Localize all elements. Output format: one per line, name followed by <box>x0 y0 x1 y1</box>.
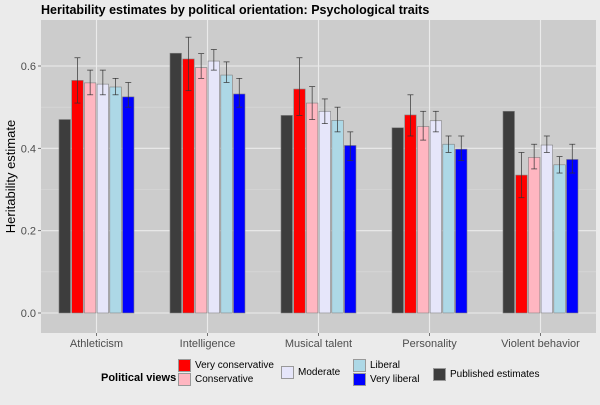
x-tick-label-musical-talent: Musical talent <box>285 338 352 350</box>
bar-moderate-athleticism <box>96 83 109 314</box>
bar-very-conservative-personality <box>404 114 417 314</box>
bar-very-liberal-violent-behavior <box>566 159 579 314</box>
legend-item-conservative: Conservative <box>178 373 253 386</box>
bar-conservative-personality <box>417 126 430 314</box>
bar-very-liberal-athleticism <box>122 96 135 314</box>
x-tick-label-personality: Personality <box>402 338 457 350</box>
y-tick-label: 0.6 <box>21 61 36 73</box>
bar-very-liberal-musical-talent <box>344 145 357 314</box>
legend-item-published-estimates: Published estimates <box>433 368 540 381</box>
bar-liberal-musical-talent <box>331 120 344 314</box>
bar-very-liberal-personality <box>455 148 468 314</box>
chart-title: Heritability estimates by political orie… <box>41 3 430 17</box>
legend-item-very-conservative: Very conservative <box>178 359 274 372</box>
bar-moderate-violent-behavior <box>540 144 553 314</box>
legend-swatch-very-conservative <box>178 359 191 372</box>
bar-very-conservative-intelligence <box>182 58 195 314</box>
x-tick-label-violent-behavior: Violent behavior <box>501 338 580 350</box>
bar-liberal-athleticism <box>109 86 122 314</box>
bar-very-conservative-musical-talent <box>293 88 306 314</box>
bar-conservative-violent-behavior <box>528 157 541 314</box>
legend-swatch-liberal <box>353 359 366 372</box>
legend-item-moderate: Moderate <box>281 366 340 379</box>
legend-label-published-estimates: Published estimates <box>450 369 540 380</box>
bar-published-estimates-athleticism <box>58 119 71 314</box>
bar-published-estimates-violent-behavior <box>502 110 515 314</box>
bar-very-conservative-athleticism <box>71 80 84 314</box>
legend-swatch-very-liberal <box>353 373 366 386</box>
x-tick-label-intelligence: Intelligence <box>180 338 236 350</box>
bar-conservative-athleticism <box>84 82 97 314</box>
legend-item-liberal: Liberal <box>353 359 400 372</box>
legend-swatch-moderate <box>281 366 294 379</box>
legend-title: Political views <box>101 372 177 384</box>
bar-published-estimates-intelligence <box>169 52 182 314</box>
y-tick-label: 0.4 <box>21 143 36 155</box>
bar-very-liberal-intelligence <box>233 93 246 314</box>
bar-conservative-musical-talent <box>306 102 319 314</box>
legend-label-liberal: Liberal <box>370 360 401 371</box>
y-tick-label: 0.2 <box>21 226 36 238</box>
legend-label-very-conservative: Very conservative <box>195 360 274 371</box>
bar-moderate-intelligence <box>207 60 220 314</box>
legend-label-very-liberal: Very liberal <box>370 374 420 385</box>
bar-liberal-violent-behavior <box>553 164 566 314</box>
legend-label-conservative: Conservative <box>195 374 254 385</box>
bar-liberal-personality <box>442 143 455 314</box>
bar-published-estimates-musical-talent <box>280 115 293 314</box>
y-tick-label: 0.0 <box>21 308 36 320</box>
legend-label-moderate: Moderate <box>298 367 341 378</box>
bar-moderate-personality <box>429 120 442 314</box>
bar-published-estimates-personality <box>391 127 404 314</box>
legend-swatch-conservative <box>178 373 191 386</box>
legend-item-very-liberal: Very liberal <box>353 373 419 386</box>
y-axis-label: Heritability estimate <box>3 120 18 233</box>
bar-moderate-musical-talent <box>318 110 331 314</box>
x-tick-label-athleticism: Athleticism <box>70 338 123 350</box>
bar-conservative-intelligence <box>195 67 208 314</box>
bar-liberal-intelligence <box>220 74 233 314</box>
legend-swatch-published-estimates <box>433 368 446 381</box>
